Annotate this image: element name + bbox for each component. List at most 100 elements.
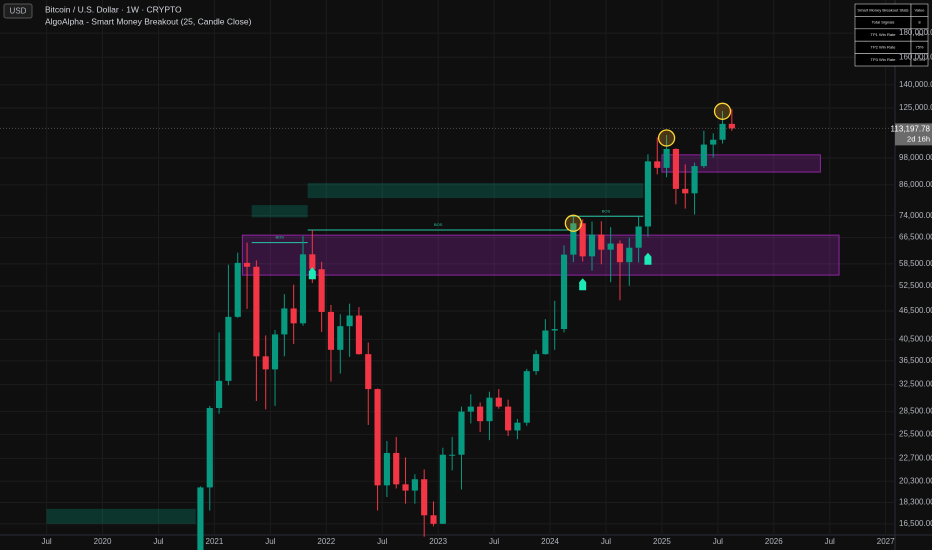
candle-body — [225, 316, 232, 381]
candle-body — [374, 389, 381, 486]
y-tick-label: 36,500.00 — [899, 356, 932, 365]
stats-table: Smart Money Breakout Stats Value Total Sig… — [854, 3, 929, 67]
candle-body — [299, 254, 307, 324]
table-text: 87.5% — [914, 57, 926, 62]
target-circle — [564, 214, 583, 232]
candle-body — [616, 243, 624, 263]
last-price: 113,197.78 — [891, 124, 931, 133]
candle-body — [598, 234, 605, 250]
x-tick-label: Jul — [377, 537, 387, 546]
target-circle — [713, 102, 732, 120]
chart-title: Bitcoin / U.S. Dollar · 1W · CRYPTO — [45, 4, 182, 14]
x-tick-label: Jul — [601, 537, 611, 546]
y-tick-label: 20,300.00 — [899, 476, 932, 485]
candle-body — [271, 334, 279, 370]
table-text: Value — [915, 7, 926, 12]
candle-body — [728, 123, 735, 129]
candle-body — [719, 123, 726, 140]
candle-body — [439, 454, 446, 524]
x-tick-label: Jul — [41, 537, 51, 546]
candle-body — [560, 254, 568, 330]
candle-body — [458, 411, 465, 455]
candle-body — [477, 406, 484, 422]
table-cell — [910, 53, 929, 67]
y-tick-label: 160,000.00 — [899, 52, 932, 61]
y-tick-label: 86,000.00 — [899, 180, 932, 189]
chart-subtitle: AlgoAlpha - Smart Money Breakout (25, Ca… — [45, 16, 252, 26]
candle-body — [700, 144, 707, 167]
table-text: 75% — [915, 44, 923, 49]
candle-body — [588, 234, 596, 257]
y-tick-label: 74,000.00 — [899, 211, 932, 220]
candle-body — [663, 148, 670, 168]
candle-body — [486, 397, 493, 422]
x-tick-label: Jul — [489, 537, 499, 546]
y-tick-label: 16,500.00 — [899, 519, 932, 528]
zone — [46, 508, 196, 524]
candle-body — [346, 315, 353, 327]
y-tick-label: 25,500.00 — [899, 430, 932, 439]
table-text: TP2 Win Rate — [871, 44, 897, 49]
x-tick-label: Jul — [825, 537, 835, 546]
y-tick-label: 32,500.00 — [899, 380, 932, 389]
candle-body — [691, 166, 698, 194]
x-tick-label: 2023 — [429, 537, 447, 546]
candle-body — [551, 329, 558, 331]
zone — [241, 234, 840, 276]
candle-body — [290, 308, 297, 324]
y-tick-label: 140,000.00 — [899, 80, 932, 89]
y-tick-label: 40,500.00 — [899, 335, 932, 344]
y-tick-label: 66,500.00 — [899, 233, 932, 242]
candle-body — [579, 223, 586, 257]
y-tick-label: 18,300.00 — [899, 498, 932, 507]
candle-body — [337, 326, 344, 350]
x-tick-label: 2022 — [317, 537, 335, 546]
x-tick-label: 2020 — [94, 537, 112, 546]
x-tick-label: 2025 — [653, 537, 671, 546]
y-tick-label: 28,500.00 — [899, 407, 932, 416]
x-tick-label: 2026 — [765, 537, 783, 546]
candle-body — [253, 266, 260, 357]
candle-body — [626, 247, 633, 263]
candle-body — [365, 354, 372, 390]
candle-body — [644, 161, 652, 227]
candle-body — [607, 243, 614, 250]
candle-body — [393, 452, 400, 485]
candle-body — [505, 406, 512, 431]
candle-body — [430, 515, 437, 524]
x-tick-label: 2027 — [877, 537, 895, 546]
candle-body — [383, 452, 390, 486]
y-tick-label: 58,500.00 — [899, 259, 932, 268]
signal-arrow — [644, 252, 652, 265]
candle-body — [532, 354, 540, 372]
zone — [251, 205, 308, 218]
candle-body — [523, 371, 530, 423]
candle-body — [234, 262, 241, 317]
x-tick-label: Jul — [265, 537, 275, 546]
candle-body — [355, 315, 363, 355]
break-label: BOS — [602, 208, 611, 213]
candle-body — [672, 148, 679, 189]
y-tick-label: 52,500.00 — [899, 281, 932, 290]
zone — [307, 183, 644, 199]
candle-body — [421, 479, 428, 516]
candle-body — [570, 223, 577, 255]
candle-body — [243, 262, 251, 267]
candle-body — [318, 269, 325, 312]
candle-body — [635, 226, 642, 248]
break-label: BOS — [275, 235, 284, 240]
table-text: Smart Money Breakout Stats — [857, 7, 908, 12]
candle-body — [309, 254, 316, 270]
candle-body — [262, 356, 269, 370]
candle-body — [514, 422, 521, 431]
currency-box[interactable] — [3, 3, 33, 19]
candle-body — [402, 484, 409, 491]
candle-body — [281, 308, 288, 335]
break-label: BOS — [434, 222, 443, 227]
candle-body — [495, 397, 502, 407]
y-tick-label: 46,500.00 — [899, 306, 932, 315]
x-tick-label: Jul — [713, 537, 723, 546]
candle-body — [542, 330, 549, 355]
target-circle — [657, 129, 676, 147]
